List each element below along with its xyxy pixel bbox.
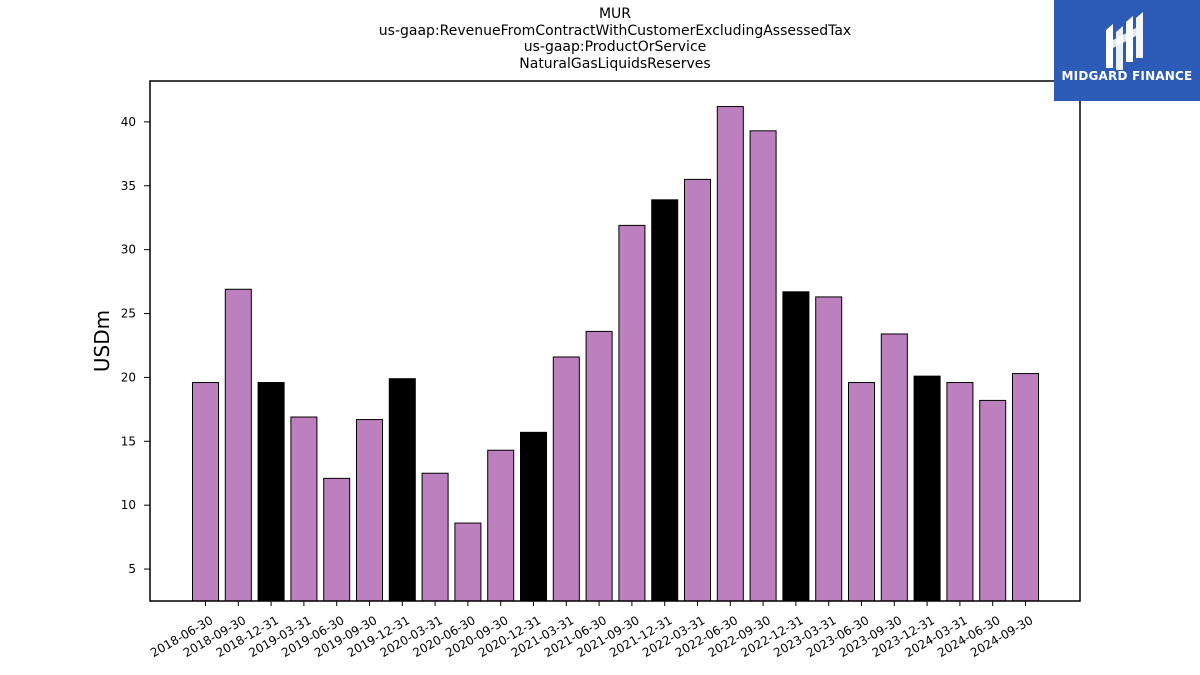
- bar-2024-09-30: [1012, 373, 1039, 602]
- bar-2018-09-30: [224, 288, 252, 602]
- bar-2021-03-31: [552, 356, 580, 602]
- title-line-ticker: MUR: [598, 6, 632, 22]
- bar-2019-03-31: [290, 416, 318, 602]
- y-axis: 5 10 15 20 25 30 35 40: [121, 115, 150, 576]
- bar-2018-12-31: [257, 382, 285, 602]
- bar-2021-09-30: [618, 224, 646, 602]
- bar-2021-12-31: [651, 199, 679, 602]
- x-axis: 2018-06-302018-09-302018-12-312019-03-31…: [148, 601, 1035, 660]
- y-tick-label: 40: [121, 115, 136, 129]
- bar-2024-03-31: [946, 382, 974, 602]
- bar-2021-06-30: [585, 330, 613, 602]
- y-tick-label: 10: [121, 498, 136, 512]
- bar-2023-03-31: [815, 296, 843, 602]
- title-line-axis: us-gaap:ProductOrService: [523, 39, 707, 55]
- bar-2020-09-30: [487, 449, 515, 602]
- title-line-member: NaturalGasLiquidsReserves: [519, 55, 711, 72]
- bar-2023-06-30: [848, 382, 875, 602]
- bar-2019-12-31: [388, 378, 416, 602]
- logo-text: MIDGARD FINANCE: [1061, 69, 1193, 83]
- bar-2022-06-30: [716, 106, 744, 602]
- logo-mark-icon: [1106, 12, 1143, 70]
- y-tick-label: 15: [121, 434, 136, 448]
- bar-2022-12-31: [782, 291, 810, 602]
- bar-2020-06-30: [454, 522, 482, 602]
- y-tick-label: 20: [121, 370, 136, 384]
- y-tick-label: 35: [121, 179, 136, 193]
- bar-2020-12-31: [520, 431, 547, 602]
- y-tick-label: 25: [121, 307, 136, 321]
- bars-group: [192, 106, 1039, 602]
- midgard-finance-logo: MIDGARD FINANCE: [1054, 0, 1200, 101]
- chart-title: MUR us-gaap:RevenueFromContractWithCusto…: [150, 6, 1080, 72]
- y-tick-label: 30: [121, 243, 136, 257]
- bar-2019-09-30: [356, 419, 383, 602]
- bar-2022-09-30: [749, 130, 777, 602]
- bar-2023-12-31: [913, 375, 941, 602]
- bar-2022-03-31: [684, 178, 711, 602]
- y-axis-label: USDm: [90, 310, 114, 372]
- bar-2020-03-31: [421, 472, 449, 602]
- bar-2018-06-30: [192, 382, 219, 602]
- bar-2024-06-30: [979, 399, 1007, 602]
- plot-frame: [149, 80, 1081, 602]
- title-line-concept: us-gaap:RevenueFromContractWithCustomerE…: [378, 22, 852, 39]
- bar-2019-06-30: [323, 477, 351, 602]
- bar-2023-09-30: [880, 333, 908, 602]
- y-tick-label: 5: [128, 562, 136, 576]
